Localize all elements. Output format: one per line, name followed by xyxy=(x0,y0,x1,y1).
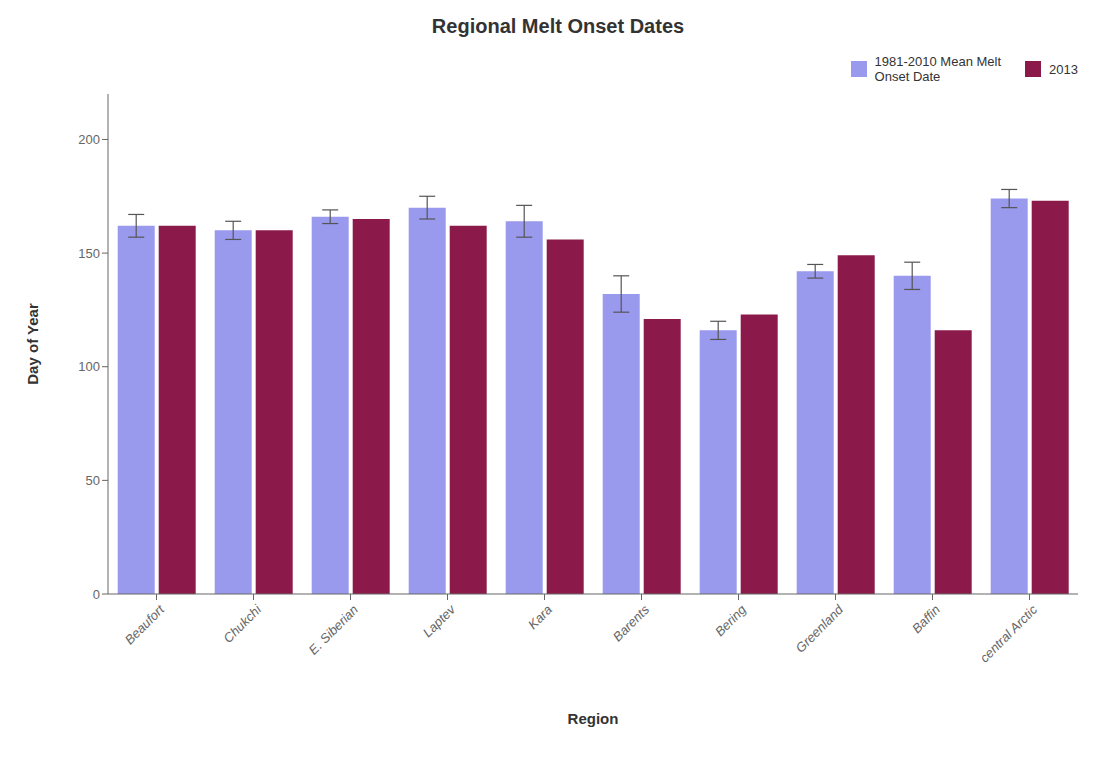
svg-text:Region: Region xyxy=(568,710,619,727)
svg-text:central Arctic: central Arctic xyxy=(977,602,1041,666)
svg-text:Barents: Barents xyxy=(610,602,653,645)
svg-text:Laptev: Laptev xyxy=(420,601,459,640)
html-text:Regional Melt Onset Dates: Regional Melt Onset Dates xyxy=(431,15,685,37)
svg-text:50: 50 xyxy=(86,473,100,488)
svg-text:Greenland: Greenland xyxy=(793,601,847,655)
svg-text:100: 100 xyxy=(78,359,100,374)
svg-text:Day of Year: Day of Year xyxy=(24,303,41,385)
svg-text:Bering: Bering xyxy=(712,601,750,639)
html-text:1981-2010 Mean Melt Onset Date: 1981-2010 Mean Melt Onset Date xyxy=(874,54,1002,84)
svg-text:Baffin: Baffin xyxy=(909,602,943,636)
html-text:2013: 2013 xyxy=(1049,61,1078,77)
svg-text:Kara: Kara xyxy=(525,602,555,632)
svg-text:200: 200 xyxy=(78,132,100,147)
svg-text:150: 150 xyxy=(78,246,100,261)
svg-text:Chukchi: Chukchi xyxy=(220,601,265,646)
svg-text:0: 0 xyxy=(93,587,100,602)
svg-text:Beaufort: Beaufort xyxy=(122,601,168,647)
svg-text:E. Siberian: E. Siberian xyxy=(306,602,362,658)
